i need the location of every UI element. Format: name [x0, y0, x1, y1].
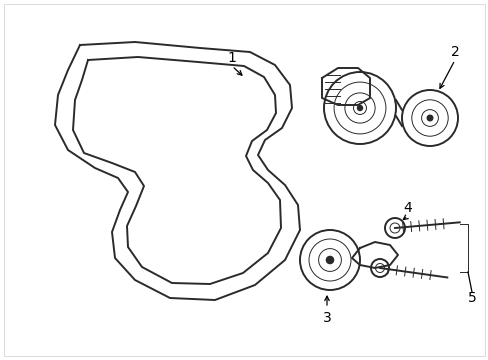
Circle shape [427, 115, 432, 121]
Text: 3: 3 [322, 311, 331, 325]
Text: 4: 4 [403, 201, 411, 215]
Text: 5: 5 [467, 291, 475, 305]
Text: 1: 1 [227, 51, 236, 65]
Circle shape [357, 105, 362, 111]
Circle shape [325, 256, 333, 264]
Text: 2: 2 [450, 45, 458, 59]
